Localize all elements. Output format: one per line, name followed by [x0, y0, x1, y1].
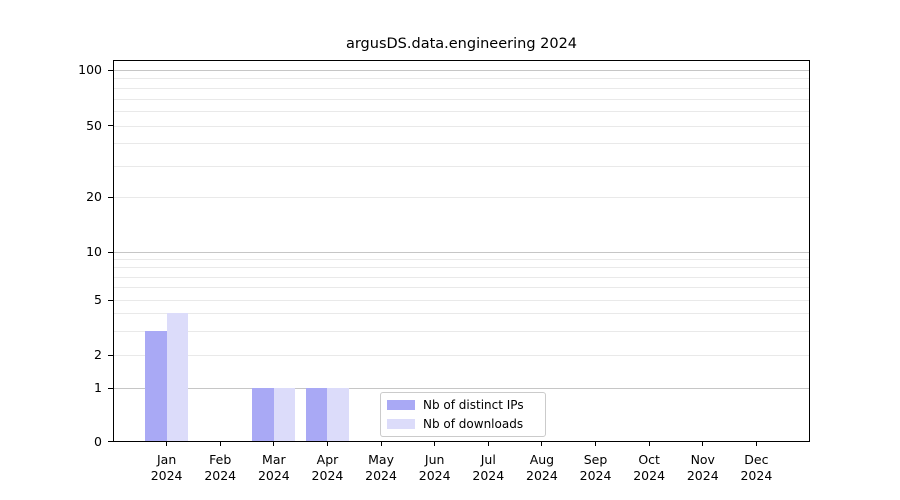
gridline-minor-20 — [114, 197, 809, 199]
gridline-minor-70 — [114, 98, 809, 100]
gridline-minor-30 — [114, 165, 809, 167]
y-tick-50 — [108, 125, 113, 127]
y-tick-0 — [108, 441, 113, 442]
gridline-minor-90 — [114, 78, 809, 80]
x-tick-label-apr: Apr 2024 — [311, 452, 344, 483]
y-tick-label-1: 1 — [94, 380, 102, 396]
x-tick-label-may: May 2024 — [365, 452, 397, 483]
legend-item-distinct-ips: Nb of distinct IPs — [387, 397, 539, 414]
legend-swatch-downloads — [387, 418, 415, 430]
bar-jan-distinct-ips — [145, 330, 167, 441]
gridline-minor-5 — [114, 300, 809, 301]
legend-item-downloads: Nb of downloads — [387, 416, 539, 433]
gridline-minor-50 — [114, 125, 809, 127]
x-tick-oct — [648, 442, 650, 446]
x-tick-label-aug: Aug 2024 — [526, 452, 558, 483]
y-tick-label-20: 20 — [86, 189, 102, 205]
legend-label-downloads: Nb of downloads — [423, 416, 524, 431]
x-tick-sep — [595, 442, 597, 446]
x-tick-label-feb: Feb 2024 — [204, 452, 237, 483]
x-tick-label-jun: Jun 2024 — [418, 452, 451, 483]
x-tick-mar — [273, 442, 275, 446]
gridline-minor-9 — [114, 259, 809, 261]
gridline-minor-2 — [114, 355, 809, 356]
x-tick-jun — [434, 442, 436, 446]
gridline-minor-40 — [114, 143, 809, 145]
legend-swatch-distinct-ips — [387, 399, 415, 411]
y-tick-label-0: 0 — [94, 433, 102, 449]
y-tick-10 — [108, 251, 113, 253]
y-tick-label-10: 10 — [86, 244, 102, 259]
y-tick-2 — [108, 354, 113, 356]
y-tick-1 — [108, 387, 113, 389]
y-tick-label-2: 2 — [94, 347, 102, 362]
x-tick-feb — [219, 442, 221, 446]
x-tick-label-sep: Sep 2024 — [579, 452, 612, 483]
x-tick-nov — [702, 442, 704, 446]
chart-title: argusDS.data.engineering 2024 — [345, 36, 578, 52]
gridline-minor-80 — [114, 87, 809, 89]
gridline-minor-7 — [114, 276, 809, 278]
x-tick-jan — [166, 442, 168, 446]
y-tick-5 — [108, 299, 113, 301]
gridline-minor-4 — [114, 313, 809, 315]
bar-jan-downloads — [166, 313, 189, 441]
bar-mar-distinct-ips — [252, 388, 274, 441]
x-tick-jul — [487, 442, 489, 446]
bar-mar-downloads — [273, 388, 296, 441]
legend-label-distinct-ips: Nb of distinct IPs — [423, 397, 524, 412]
x-tick-label-dec: Dec 2024 — [740, 452, 773, 483]
gridline-minor-3 — [114, 330, 809, 332]
x-tick-dec — [755, 442, 757, 446]
x-tick-may — [380, 442, 382, 446]
gridline-major-10 — [114, 252, 809, 253]
y-tick-20 — [108, 196, 113, 198]
x-tick-label-oct: Oct 2024 — [633, 452, 666, 483]
x-tick-label-nov: Nov 2024 — [686, 452, 719, 483]
gridline-minor-8 — [114, 267, 809, 269]
gridline-major-1 — [114, 388, 809, 390]
gridline-major-100 — [114, 70, 809, 71]
legend: Nb of distinct IPs Nb of downloads — [380, 392, 546, 437]
x-tick-aug — [541, 442, 543, 446]
y-tick-label-100: 100 — [78, 62, 102, 77]
y-tick-label-50: 50 — [86, 117, 102, 133]
bar-apr-downloads — [327, 388, 349, 441]
x-tick-apr — [326, 442, 328, 446]
y-tick-100 — [108, 69, 113, 71]
gridline-minor-60 — [114, 111, 809, 113]
plot-area — [113, 60, 810, 442]
x-tick-label-jan: Jan 2024 — [150, 452, 183, 483]
y-tick-label-5: 5 — [94, 292, 102, 307]
x-tick-label-jul: Jul 2024 — [472, 452, 505, 483]
x-tick-label-mar: Mar 2024 — [257, 452, 290, 483]
bar-apr-distinct-ips — [305, 388, 328, 441]
gridline-minor-6 — [114, 287, 809, 289]
